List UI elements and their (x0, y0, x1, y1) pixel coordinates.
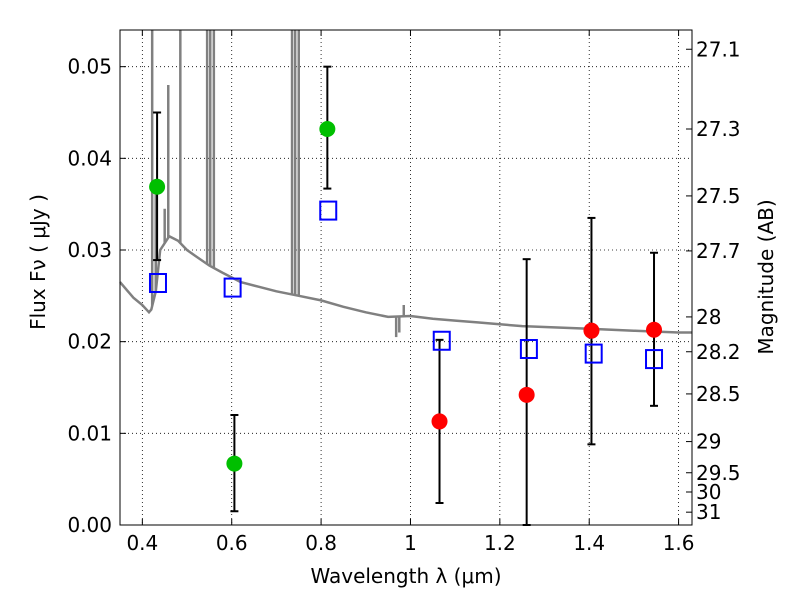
x-tick-label: 0.6 (216, 531, 248, 555)
model-flux-box (432, 330, 451, 351)
y-tick-label: 0.05 (67, 55, 112, 79)
right-tick-label: 29.5 (696, 461, 741, 485)
photometry-point (226, 455, 243, 472)
y-axis-ticks: 0.00 0.01 0.02 0.03 0.04 0.05 (67, 55, 126, 537)
sed-continuum-line (119, 234, 692, 334)
model-flux-box (319, 200, 338, 221)
photometry-point (431, 413, 448, 430)
y-tick-label: 0.04 (67, 146, 112, 170)
model-flux-box (223, 277, 242, 298)
right-tick-label: 27.3 (696, 117, 741, 141)
right-tick-label: 27.7 (696, 239, 741, 263)
x-tick-label: 1 (404, 531, 417, 555)
x-tick-label: 0.4 (126, 531, 158, 555)
right-tick-label: 28.5 (696, 382, 741, 406)
photometry-point (518, 386, 535, 403)
y-tick-label: 0.03 (67, 238, 112, 262)
data-markers (148, 121, 664, 472)
y-tick-label: 0.02 (67, 330, 112, 354)
plot-background (120, 30, 692, 525)
model-flux-box (148, 273, 167, 293)
right-tick-label: 31 (696, 500, 721, 524)
x-axis-ticks: 0.4 0.6 0.8 1 1.2 1.4 1.6 (126, 30, 695, 555)
model-flux-box (645, 349, 664, 370)
y-tick-label: 0.01 (67, 421, 112, 445)
right-tick-label: 28 (696, 305, 721, 329)
right-tick-label: 27.1 (696, 37, 741, 61)
x-tick-label: 1.2 (484, 531, 516, 555)
right-tick-label: 29 (696, 430, 721, 454)
x-tick-label: 0.8 (305, 531, 337, 555)
x-tick-label: 1.4 (573, 531, 605, 555)
x-tick-label: 1.6 (663, 531, 695, 555)
model-flux-box (584, 343, 603, 364)
photometry-point (319, 121, 336, 137)
right-tick-label: 30 (696, 480, 721, 504)
right-tick-label: 27.5 (696, 184, 741, 208)
y-axis-label: Flux Fν ( μJy ) (26, 194, 50, 330)
x-axis-label: Wavelength λ (μm) (310, 564, 501, 588)
model-sed (119, 30, 692, 338)
photometry-point (646, 321, 663, 338)
model-flux-box (519, 339, 538, 359)
right-axis-label: Magnitude (AB) (754, 199, 778, 354)
right-tick-label: 28.2 (696, 340, 741, 364)
y-tick-label: 0.00 (67, 513, 112, 537)
plot-frame (119, 29, 693, 526)
photometry-point (583, 322, 600, 339)
photometry-point (149, 178, 166, 195)
